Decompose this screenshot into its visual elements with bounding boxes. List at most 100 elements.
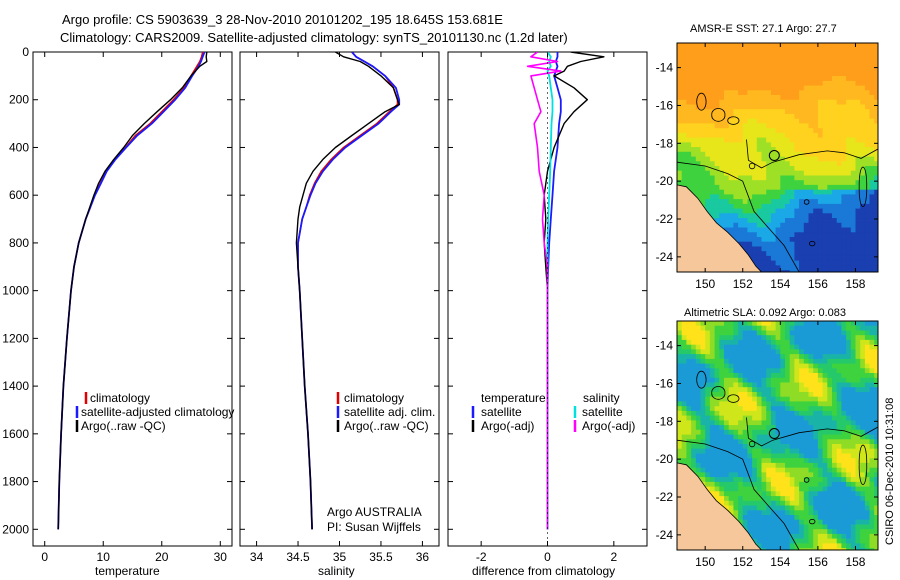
- heatmap-cell: [691, 52, 697, 58]
- heatmap-cell: [799, 237, 805, 243]
- heatmap-cell: [841, 251, 847, 257]
- heatmap-cell: [700, 458, 706, 464]
- heatmap-cell: [752, 43, 758, 49]
- heatmap-cell: [808, 251, 814, 257]
- heatmap-cell: [705, 429, 711, 436]
- heatmap-cell: [799, 335, 805, 341]
- heatmap-cell: [705, 66, 711, 73]
- heatmap-cell: [799, 104, 805, 110]
- heatmap-cell: [742, 208, 748, 214]
- heatmap-cell: [808, 80, 814, 87]
- heatmap-cell: [841, 227, 847, 233]
- heatmap-cell: [747, 486, 753, 492]
- heatmap-cell: [709, 52, 716, 58]
- heatmap-cell: [832, 382, 838, 388]
- heatmap-cell: [761, 109, 767, 115]
- heatmap-cell: [817, 270, 824, 272]
- heatmap-cell: [794, 170, 800, 177]
- heatmap-cell: [700, 147, 706, 153]
- heatmap-cell: [785, 429, 791, 436]
- heatmap-cell: [864, 203, 871, 210]
- heatmap-cell: [733, 161, 739, 167]
- heatmap-cell: [705, 477, 711, 483]
- heatmap-cell: [822, 270, 828, 272]
- heatmap-cell: [752, 491, 758, 497]
- heatmap-cell: [803, 142, 810, 148]
- heatmap-cell: [756, 330, 763, 336]
- heatmap-cell: [864, 401, 871, 407]
- heatmap-cell: [780, 548, 786, 550]
- heatmap-cell: [832, 57, 838, 63]
- heatmap-cell: [855, 439, 861, 445]
- heatmap-cell: [827, 184, 833, 191]
- heatmap-cell: [864, 377, 871, 384]
- heatmap-cell: [869, 453, 875, 459]
- heatmap-cell: [855, 415, 861, 421]
- heatmap-cell: [686, 425, 692, 431]
- heatmap-cell: [761, 241, 767, 248]
- heatmap-cell: [799, 43, 805, 49]
- heatmap-cell: [709, 151, 716, 158]
- heatmap-cell: [686, 330, 692, 336]
- legend-label-satellite-adjusted: satellite-adjusted climatology: [81, 405, 234, 419]
- heatmap-cell: [775, 382, 781, 388]
- heatmap-cell: [761, 458, 767, 464]
- heatmap-cell: [756, 373, 763, 379]
- heatmap-cell: [780, 161, 786, 167]
- heatmap-cell: [799, 349, 805, 355]
- heatmap-cell: [714, 61, 720, 68]
- heatmap-cell: [799, 156, 805, 162]
- heatmap-cell: [841, 330, 847, 336]
- heatmap-cell: [817, 237, 824, 243]
- heatmap-cell: [752, 505, 758, 511]
- heatmap-cell: [691, 354, 697, 360]
- heatmap-cell: [705, 199, 711, 205]
- heatmap-cell: [822, 377, 828, 384]
- heatmap-cell: [803, 222, 810, 229]
- heatmap-cell: [775, 241, 781, 248]
- heatmap-cell: [695, 339, 702, 346]
- heatmap-cell: [850, 491, 857, 497]
- heatmap-cell: [836, 123, 842, 129]
- heatmap-cell: [705, 208, 711, 214]
- heatmap-cell: [700, 453, 706, 459]
- heatmap-cell: [747, 363, 753, 369]
- heatmap-cell: [700, 43, 706, 49]
- heatmap-cell: [728, 57, 734, 63]
- heatmap-cell: [756, 76, 763, 82]
- heatmap-cell: [761, 147, 767, 153]
- heatmap-cell: [817, 61, 824, 68]
- heatmap-cell: [789, 396, 795, 403]
- heatmap-cell: [789, 392, 795, 398]
- heatmap-cell: [789, 170, 795, 177]
- heatmap-cell: [808, 434, 814, 440]
- heatmap-cell: [808, 458, 814, 464]
- heatmap-cell: [756, 66, 763, 73]
- heatmap-cell: [813, 227, 819, 233]
- heatmap-cell: [799, 137, 805, 143]
- heatmap-cell: [756, 213, 763, 219]
- heatmap-cell: [756, 325, 763, 332]
- heatmap-cell: [869, 500, 875, 507]
- heatmap-cell: [794, 47, 800, 54]
- heatmap-cell: [785, 251, 791, 257]
- heatmap-cell: [836, 66, 842, 73]
- heatmap-cell: [850, 90, 857, 96]
- heatmap-cell: [738, 104, 744, 110]
- heatmap-cell: [869, 515, 875, 521]
- heatmap-cell: [803, 396, 810, 403]
- heatmap-cell: [700, 132, 706, 139]
- heatmap-cell: [799, 208, 805, 214]
- heatmap-cell: [789, 377, 795, 384]
- heatmap-cell: [709, 392, 716, 398]
- heatmap-cell: [747, 104, 753, 110]
- heatmap-cell: [766, 123, 772, 129]
- heatmap-cell: [761, 80, 767, 87]
- heatmap-cell: [761, 406, 767, 412]
- heatmap-cell: [808, 166, 814, 172]
- heatmap-cell: [677, 71, 683, 77]
- heatmap-cell: [780, 486, 786, 492]
- heatmap-cell: [747, 118, 753, 125]
- heatmap-cell: [813, 425, 819, 431]
- heatmap-cell: [780, 363, 786, 369]
